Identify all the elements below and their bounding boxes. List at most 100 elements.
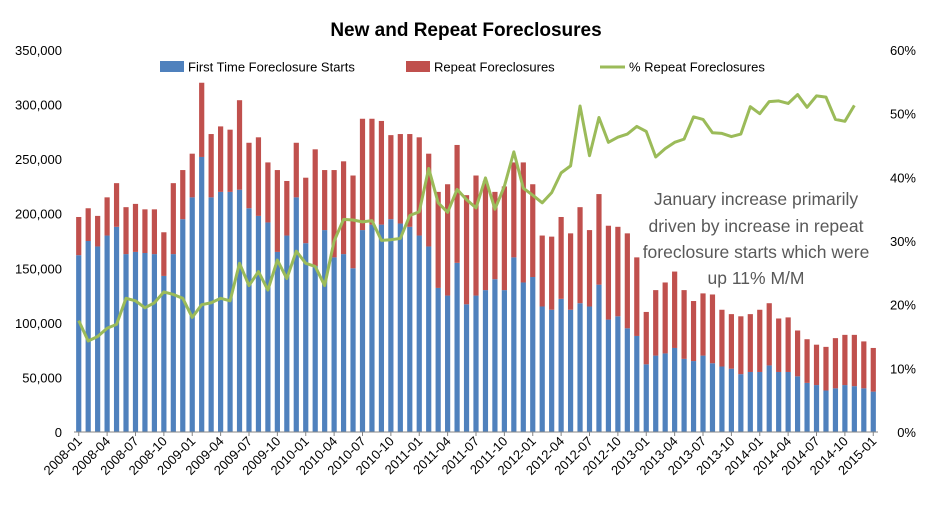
bar-repeat — [161, 232, 167, 276]
bar-repeat — [236, 100, 243, 190]
bar-first-time — [794, 376, 801, 432]
bar-repeat — [700, 293, 706, 356]
bar-repeat — [728, 314, 734, 369]
bar-first-time — [76, 255, 82, 432]
bar-repeat — [747, 314, 753, 372]
bar-repeat — [416, 137, 422, 236]
bar-first-time — [643, 364, 649, 432]
bar-first-time — [567, 309, 574, 432]
bar-first-time — [785, 371, 791, 432]
bar-repeat — [766, 303, 772, 366]
bar-first-time — [255, 215, 262, 432]
bar-repeat — [454, 144, 460, 263]
bar-repeat — [804, 339, 810, 383]
bar-repeat — [492, 191, 498, 280]
bar-repeat — [407, 134, 413, 227]
bar-first-time — [842, 385, 848, 432]
y-left-tick-label: 150,000 — [15, 261, 62, 276]
bar-repeat — [331, 170, 337, 258]
y-right-tick-label: 60% — [890, 43, 916, 58]
bar-repeat — [624, 233, 630, 329]
bar-repeat — [709, 294, 716, 364]
legend-label-repeat: Repeat Foreclosures — [434, 60, 555, 75]
bar-first-time — [123, 254, 129, 432]
bar-repeat — [95, 215, 101, 247]
bar-repeat — [813, 344, 820, 386]
bar-repeat — [227, 129, 233, 192]
bar-first-time — [445, 295, 451, 432]
line-series — [77, 93, 856, 343]
bar-repeat — [76, 216, 82, 256]
y-right-tick-label: 20% — [890, 298, 916, 313]
bar-repeat — [520, 162, 526, 283]
bar-repeat — [170, 183, 176, 255]
bar-repeat — [530, 184, 536, 278]
bar-repeat — [397, 134, 403, 224]
bar-first-time — [454, 262, 460, 432]
bar-repeat — [596, 194, 602, 285]
bar-repeat — [482, 180, 489, 291]
bar-first-time — [719, 366, 725, 432]
bar-first-time — [95, 246, 101, 432]
annotation-line-3: foreclosure starts which were — [643, 242, 870, 262]
bar-repeat — [132, 203, 139, 252]
bar-first-time — [246, 208, 252, 432]
bar-first-time — [340, 254, 347, 432]
y-left-tick-label: 350,000 — [15, 43, 62, 58]
bar-repeat — [794, 330, 801, 377]
y-right-tick-label: 30% — [890, 234, 916, 249]
bar-repeat — [322, 170, 328, 231]
bar-first-time — [236, 189, 243, 432]
bar-repeat — [388, 135, 394, 220]
bar-repeat — [123, 207, 129, 255]
y-left-tick-label: 250,000 — [15, 152, 62, 167]
bar-repeat — [265, 162, 271, 223]
bar-first-time — [672, 347, 678, 432]
annotation: January increase primarily driven by inc… — [643, 189, 870, 288]
y-left-tick-label: 300,000 — [15, 98, 62, 113]
bar-first-time — [482, 290, 489, 432]
bar-first-time — [861, 388, 867, 432]
y-right-tick-label: 40% — [890, 170, 916, 185]
bar-repeat — [662, 282, 668, 354]
bar-first-time — [596, 284, 602, 432]
bar-repeat — [558, 216, 564, 299]
annotation-line-4: up 11% M/M — [708, 268, 805, 288]
bar-first-time — [766, 365, 772, 432]
annotation-line-2: driven by increase in repeat — [649, 216, 864, 236]
bar-repeat — [681, 290, 687, 359]
bar-repeat — [208, 134, 214, 198]
bar-repeat — [359, 118, 366, 231]
bar-first-time — [397, 223, 403, 432]
y-left-tick-label: 0 — [55, 425, 62, 440]
bar-first-time — [104, 235, 110, 432]
y-left-tick-label: 100,000 — [15, 316, 62, 331]
bar-first-time — [690, 361, 697, 432]
bar-first-time — [823, 390, 829, 432]
bar-first-time — [227, 191, 233, 432]
y-left-tick-label: 50,000 — [22, 370, 62, 385]
bar-first-time — [804, 382, 810, 432]
bar-repeat — [426, 153, 432, 247]
bar-first-time — [653, 355, 659, 432]
bar-repeat — [199, 82, 205, 157]
bar-repeat — [142, 209, 148, 254]
bar-repeat — [549, 236, 555, 310]
bar-first-time — [284, 235, 290, 432]
bar-first-time — [416, 235, 422, 432]
bar-first-time — [624, 328, 630, 432]
annotation-line-1: January increase primarily — [654, 189, 858, 209]
bar-repeat — [577, 207, 583, 304]
bar-first-time — [199, 156, 205, 432]
bar-first-time — [681, 358, 687, 432]
bar-first-time — [757, 371, 763, 432]
chart-title: New and Repeat Foreclosures — [330, 20, 601, 41]
y-right-tick-label: 50% — [890, 107, 916, 122]
bar-first-time — [350, 268, 356, 432]
bar-first-time — [113, 226, 120, 432]
bar-first-time — [492, 279, 498, 432]
legend: First Time Foreclosure Starts Repeat For… — [160, 60, 765, 75]
bar-first-time — [274, 251, 280, 432]
bar-repeat — [653, 290, 659, 356]
